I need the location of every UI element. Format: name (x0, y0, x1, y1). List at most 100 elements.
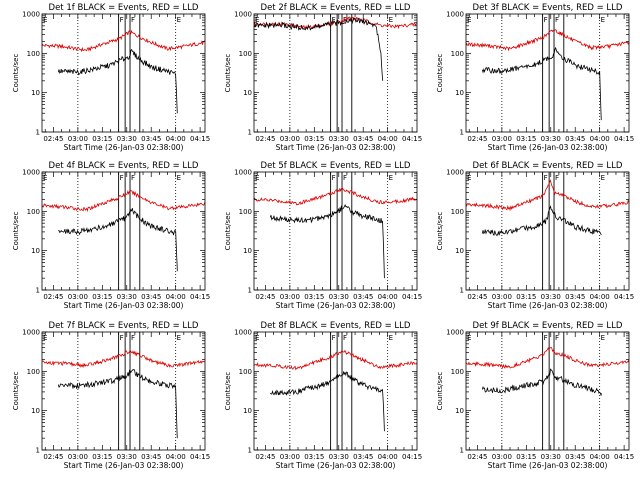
x-tick-label: 03:15 (516, 135, 536, 143)
x-tick-label: 04:00 (166, 453, 186, 461)
events-series-line (481, 368, 602, 396)
events-series-line (57, 368, 178, 439)
y-axis-label: Counts/sec (12, 372, 20, 411)
x-tick-label: 03:30 (117, 453, 137, 461)
x-tick-label: 03:15 (516, 453, 536, 461)
x-tick-label: 04:00 (590, 135, 610, 143)
y-tick-label: 100 (27, 50, 40, 58)
y-tick-label: 1 (248, 287, 252, 295)
interval-marker: F (120, 16, 124, 24)
lld-series-line (42, 189, 205, 212)
interval-marker: F (343, 174, 347, 182)
events-series-line (481, 46, 602, 121)
x-tick-label: 03:45 (565, 453, 585, 461)
x-tick-label: 04:15 (614, 293, 634, 301)
x-tick-label: 03:30 (329, 293, 349, 301)
interval-marker: F (120, 174, 124, 182)
y-tick-label: 10 (455, 89, 464, 97)
interval-marker: F (120, 334, 124, 342)
interval-marker: E (43, 16, 47, 24)
interval-marker: F (343, 334, 347, 342)
y-axis-label: Counts/sec (12, 54, 20, 93)
x-axis-label: Start Time (26-Jan-03 02:38:00) (64, 461, 184, 470)
x-tick-label: 04:15 (190, 293, 210, 301)
x-tick-label: 04:15 (402, 453, 422, 461)
x-tick-label: 04:00 (378, 135, 398, 143)
plot-frame (253, 13, 418, 133)
plot-frame (465, 171, 630, 291)
x-tick-label: 03:00 (492, 293, 512, 301)
plot-frame (253, 331, 418, 451)
y-axis-label: Counts/sec (224, 372, 232, 411)
events-series-line (481, 205, 602, 237)
x-tick-label: 03:45 (353, 293, 373, 301)
x-tick-label: 03:45 (141, 135, 161, 143)
x-axis-label: Start Time (26-Jan-03 02:38:00) (488, 461, 608, 470)
x-axis-label: Start Time (26-Jan-03 02:38:00) (276, 143, 396, 152)
interval-marker: F (544, 174, 548, 182)
y-tick-label: 1000 (22, 11, 40, 19)
plot-frame (41, 331, 206, 451)
events-series-line (254, 17, 384, 81)
y-tick-label: 1 (36, 287, 40, 295)
x-tick-label: 02:45 (43, 453, 63, 461)
x-tick-label: 03:30 (117, 293, 137, 301)
interval-marker: E (389, 334, 393, 342)
x-tick-label: 03:30 (329, 135, 349, 143)
x-tick-label: 03:30 (541, 135, 561, 143)
interval-marker: E (601, 334, 605, 342)
x-tick-label: 03:45 (141, 453, 161, 461)
panel-title: Det 6f BLACK = Events, RED = LLD (473, 161, 623, 171)
x-tick-label: 03:45 (141, 293, 161, 301)
interval-marker: E (177, 334, 181, 342)
y-axis-label: Counts/sec (436, 212, 444, 251)
x-tick-label: 03:30 (541, 293, 561, 301)
x-tick-label: 04:15 (402, 293, 422, 301)
y-tick-label: 10 (455, 247, 464, 255)
interval-marker: F (555, 16, 559, 24)
interval-marker: E (467, 334, 471, 342)
interval-marker: E (177, 174, 181, 182)
y-tick-label: 100 (239, 50, 252, 58)
x-axis-label: Start Time (26-Jan-03 02:38:00) (276, 301, 396, 310)
y-tick-label: 10 (31, 407, 40, 415)
x-tick-label: 02:45 (255, 293, 275, 301)
plot-frame (253, 171, 418, 291)
y-tick-label: 1000 (446, 11, 464, 19)
x-tick-label: 04:00 (378, 453, 398, 461)
events-series-line (269, 204, 385, 279)
x-tick-label: 03:30 (117, 135, 137, 143)
x-tick-label: 03:00 (492, 453, 512, 461)
x-tick-label: 04:00 (378, 293, 398, 301)
events-series-line (58, 208, 178, 272)
y-axis-label: Counts/sec (436, 372, 444, 411)
x-tick-label: 02:45 (43, 293, 63, 301)
y-tick-label: 10 (243, 247, 252, 255)
interval-marker: E (177, 16, 181, 24)
x-tick-label: 04:15 (190, 135, 210, 143)
interval-marker: F (332, 16, 336, 24)
x-tick-label: 03:00 (280, 293, 300, 301)
x-tick-label: 04:00 (590, 453, 610, 461)
interval-marker: E (467, 174, 471, 182)
y-tick-label: 10 (455, 407, 464, 415)
y-axis-label: Counts/sec (436, 54, 444, 93)
x-tick-label: 03:00 (492, 135, 512, 143)
x-tick-label: 03:00 (68, 135, 88, 143)
y-axis-label: Counts/sec (224, 54, 232, 93)
y-axis-label: Counts/sec (224, 212, 232, 251)
y-tick-label: 1000 (234, 329, 252, 337)
interval-marker: E (389, 174, 393, 182)
events-series-line (57, 48, 178, 114)
x-tick-label: 03:15 (92, 135, 112, 143)
x-tick-label: 03:45 (353, 453, 373, 461)
x-tick-label: 03:00 (280, 135, 300, 143)
interval-marker: E (389, 16, 393, 24)
y-tick-label: 10 (31, 89, 40, 97)
y-tick-label: 1000 (234, 169, 252, 177)
x-tick-label: 03:15 (516, 293, 536, 301)
